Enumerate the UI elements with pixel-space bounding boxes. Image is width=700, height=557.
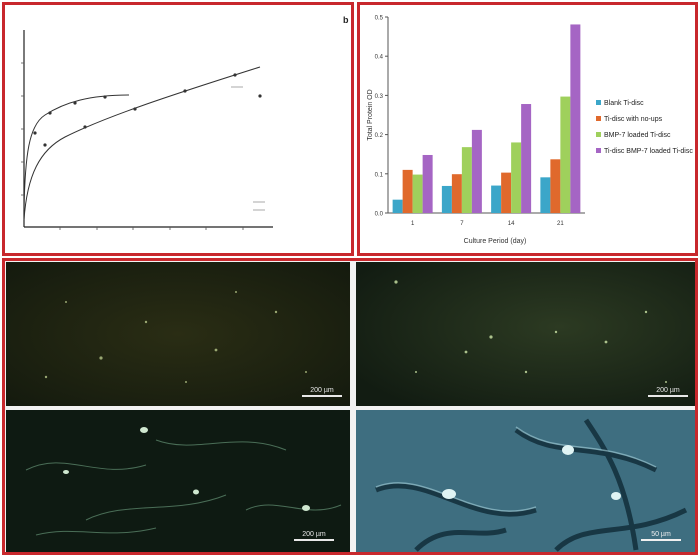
curve-series-2 bbox=[23, 66, 261, 221]
bar-y-tick-label: 0.5 bbox=[375, 16, 384, 22]
legend-entry: Ti-disc BMP-7 loaded Ti-disc bbox=[604, 148, 693, 155]
bar-category-label: 7 bbox=[460, 221, 464, 227]
protein-bar-chart: 0.0 0.1 0.2 0.3 0.4 0.5 1 7 14 21 Blank Ti-disc Ti… bbox=[367, 16, 693, 246]
micrograph-a: 200 µm bbox=[6, 262, 350, 406]
bar-y-tick-label: 0.3 bbox=[375, 94, 384, 100]
corner-mark: b bbox=[343, 15, 349, 25]
curve-x-ticks bbox=[59, 227, 244, 230]
curve-y-ticks bbox=[21, 62, 24, 196]
bar-category-label: 1 bbox=[411, 221, 415, 227]
bar-mark bbox=[461, 147, 472, 213]
bar-category-label: 21 bbox=[557, 221, 564, 227]
legend-entry: Ti-disc with no-ups bbox=[604, 116, 663, 123]
bar-mark bbox=[422, 154, 433, 213]
bar-mark bbox=[471, 129, 482, 213]
curve-legend-marks bbox=[231, 86, 265, 211]
bar-mark bbox=[451, 174, 462, 213]
micrograph-panel: 200 µm 200 µm bbox=[2, 258, 698, 555]
bar-y-tick-label: 0.1 bbox=[375, 172, 384, 178]
legend-swatch bbox=[596, 132, 601, 137]
scale-label-c: 200 µm bbox=[302, 531, 326, 538]
legend-entry: BMP-7 loaded Ti-disc bbox=[604, 132, 671, 139]
bar-y-axis-label: Total Protein OD bbox=[367, 89, 374, 140]
bar-mark bbox=[501, 172, 512, 213]
release-curve-chart: b bbox=[21, 15, 349, 230]
legend-swatch bbox=[596, 100, 601, 105]
legend-swatch bbox=[596, 116, 601, 121]
bar-category-label: 14 bbox=[508, 221, 515, 227]
bar-mark bbox=[392, 199, 403, 213]
bar-mark bbox=[550, 159, 561, 213]
micrograph-c: 200 µm bbox=[6, 410, 350, 552]
curve-series-1 bbox=[23, 94, 130, 211]
micrograph-d: 50 µm bbox=[356, 410, 695, 552]
bar-y-tick-label: 0.2 bbox=[375, 133, 384, 139]
micrograph-b: 200 µm bbox=[356, 262, 695, 406]
release-curve-panel: b bbox=[2, 2, 354, 256]
bar-y-tick-label: 0.4 bbox=[375, 55, 384, 61]
bar-chart-panel: 0.0 0.1 0.2 0.3 0.4 0.5 1 7 14 21 Blank Ti-disc Ti… bbox=[357, 2, 698, 256]
bar-mark bbox=[491, 185, 502, 213]
bar-y-tick-label: 0.0 bbox=[375, 212, 384, 218]
bar-mark bbox=[412, 174, 423, 213]
scale-label-b: 200 µm bbox=[656, 387, 680, 394]
bar-mark bbox=[511, 142, 522, 213]
scale-label-d: 50 µm bbox=[651, 531, 671, 538]
legend-entry: Blank Ti-disc bbox=[604, 100, 644, 107]
bar-mark bbox=[402, 169, 413, 213]
legend-swatch bbox=[596, 148, 601, 153]
curve-points bbox=[33, 73, 262, 147]
bar-x-axis-label: Culture Period (day) bbox=[464, 238, 527, 245]
bar-mark bbox=[441, 185, 452, 213]
bar-mark bbox=[521, 104, 532, 213]
bar-mark bbox=[560, 96, 571, 213]
bar-mark bbox=[540, 177, 551, 213]
bar-mark bbox=[570, 24, 581, 214]
scale-label-a: 200 µm bbox=[310, 387, 334, 394]
